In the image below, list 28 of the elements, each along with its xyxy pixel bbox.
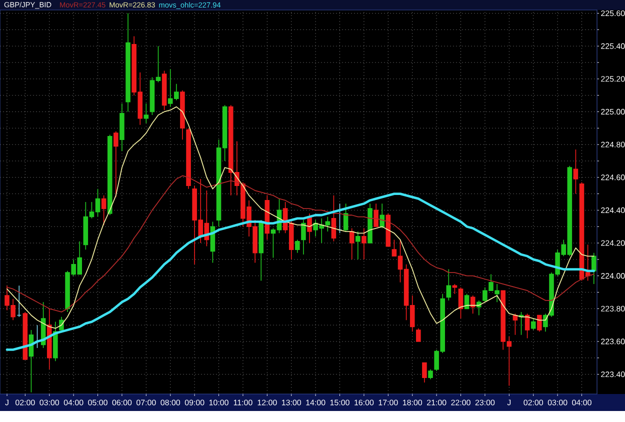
candlestick <box>337 203 342 234</box>
candlestick <box>530 318 536 330</box>
candlestick <box>470 295 476 314</box>
candlestick <box>16 285 22 318</box>
candlestick <box>374 203 378 228</box>
candlestick <box>295 239 300 254</box>
candlestick <box>126 12 130 112</box>
candlestick <box>107 134 112 216</box>
candlestick <box>114 131 118 198</box>
candlestick <box>53 321 58 362</box>
candlestick <box>356 231 360 260</box>
candlestick <box>46 308 52 370</box>
candlestick <box>362 228 366 260</box>
candlestick <box>428 368 433 380</box>
candlestick <box>258 220 264 282</box>
candlestick <box>416 328 421 342</box>
candlestick <box>422 362 427 383</box>
candlestick <box>180 90 185 140</box>
candlestick <box>368 203 372 244</box>
candlestick <box>573 149 578 194</box>
candlestick <box>301 220 306 255</box>
candlestick <box>120 103 124 152</box>
candlestick <box>349 228 354 260</box>
candlestick <box>591 252 596 284</box>
candlestick <box>186 128 191 190</box>
candlestick <box>537 314 542 332</box>
candlestick <box>380 203 385 229</box>
candlestick <box>144 103 149 124</box>
